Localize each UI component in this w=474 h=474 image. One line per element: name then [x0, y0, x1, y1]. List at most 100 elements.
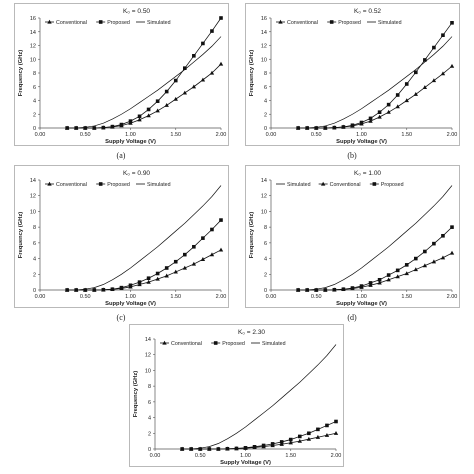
data-point-proposed: [252, 445, 257, 449]
data-point-proposed: [92, 126, 97, 130]
data-point-proposed: [414, 256, 418, 261]
y-tick-label: 12: [30, 44, 36, 50]
legend-label: Conventional: [56, 20, 87, 26]
data-point-proposed: [314, 288, 319, 292]
data-point-conventional: [413, 267, 418, 272]
legend-label: Proposed: [381, 182, 404, 188]
data-point-proposed: [377, 110, 382, 114]
data-point-conventional: [440, 71, 446, 76]
data-point-conventional: [191, 261, 197, 266]
data-point-proposed: [359, 120, 364, 125]
y-tick-label: 10: [145, 368, 151, 374]
y-tick-label: 14: [30, 178, 36, 184]
y-tick-label: 10: [261, 209, 267, 215]
y-tick-label: 6: [33, 85, 36, 91]
data-point-proposed: [234, 446, 239, 451]
data-point-proposed: [219, 218, 223, 222]
y-tick-label: 4: [33, 99, 36, 105]
legend-item-conventional: Conventional: [318, 181, 361, 188]
data-point-conventional: [191, 84, 197, 89]
x-tick-label: 2.00: [447, 294, 458, 300]
data-point-proposed: [146, 276, 151, 281]
data-point-conventional: [377, 114, 382, 119]
y-tick-label: 2: [33, 272, 36, 278]
data-point-proposed: [146, 107, 151, 112]
series-line-proposed: [182, 421, 337, 450]
data-point-conventional: [218, 247, 224, 252]
y-tick-label: 10: [30, 209, 36, 215]
y-tick-label: 6: [264, 85, 267, 91]
legend-label: Simulated: [287, 182, 311, 188]
data-point-proposed: [201, 41, 205, 46]
series-line-simulated: [182, 344, 337, 450]
series-proposed: [296, 225, 454, 292]
data-point-proposed: [279, 440, 284, 444]
data-point-proposed: [180, 447, 184, 451]
data-point-proposed: [307, 431, 311, 436]
y-tick-label: 16: [30, 16, 36, 22]
series-simulated: [298, 185, 453, 291]
data-point-proposed: [441, 33, 445, 37]
series-simulated: [67, 36, 222, 129]
series-line-simulated: [298, 36, 453, 129]
data-point-proposed: [296, 288, 300, 292]
series-proposed: [65, 218, 223, 292]
data-point-conventional: [288, 440, 293, 445]
x-tick-label: 0.50: [80, 294, 91, 300]
y-tick-label: 0: [264, 288, 267, 294]
caption-c: (c): [116, 313, 126, 322]
legend-item-simulated: Simulated: [136, 182, 171, 188]
data-point-proposed: [404, 82, 409, 86]
data-point-conventional: [182, 90, 187, 95]
data-point-conventional: [449, 250, 455, 255]
series-conventional: [295, 63, 455, 130]
data-point-conventional: [200, 77, 206, 82]
data-point-proposed: [83, 126, 88, 130]
data-point-conventional: [422, 85, 428, 90]
series-line-conventional: [298, 65, 453, 129]
data-point-proposed: [83, 288, 88, 292]
data-point-proposed: [441, 233, 445, 238]
data-point-conventional: [431, 259, 437, 264]
x-tick-label: 1.00: [125, 294, 136, 300]
legend: Simulated Conventional Proposed: [276, 181, 404, 188]
data-point-conventional: [315, 434, 321, 439]
y-tick-label: 0: [264, 126, 267, 132]
series-line-proposed: [298, 226, 453, 291]
data-point-conventional: [173, 96, 178, 101]
x-tick-label: 1.00: [125, 132, 136, 138]
data-point-conventional: [449, 63, 455, 68]
y-tick-label: 8: [264, 71, 267, 77]
data-point-proposed: [450, 21, 454, 25]
data-point-proposed: [192, 244, 196, 249]
legend-label: Conventional: [330, 182, 361, 188]
data-point-proposed: [198, 447, 203, 451]
legend-marker: [98, 20, 103, 24]
series-conventional: [295, 250, 455, 292]
x-tick-label: 0.00: [266, 294, 277, 300]
data-point-proposed: [101, 125, 106, 130]
data-point-conventional: [324, 432, 330, 437]
series-line-simulated: [67, 185, 222, 291]
data-point-proposed: [183, 252, 187, 257]
y-axis-label: Frequency (GHz): [18, 50, 24, 96]
data-point-conventional: [404, 98, 409, 103]
data-point-proposed: [314, 126, 319, 130]
series-line-proposed: [67, 219, 222, 291]
y-tick-label: 12: [30, 194, 36, 200]
data-point-proposed: [65, 288, 69, 292]
legend-item-simulated: Simulated: [367, 20, 402, 26]
data-point-proposed: [261, 443, 266, 448]
chart-svg: K₀ = 0.90 0 2 4 6 8 10 12 14 0.00 0.50 1.00 1.50 2.00…: [18, 170, 226, 307]
y-tick-label: 2: [33, 112, 36, 118]
chart-panel-c: K₀ = 0.90 0 2 4 6 8 10 12 14 0.00 0.50 1.00 1.50 2.00…: [14, 165, 229, 308]
series-simulated: [298, 36, 453, 129]
data-point-proposed: [119, 122, 124, 127]
y-axis-label: Frequency (GHz): [249, 212, 255, 258]
data-point-proposed: [332, 125, 337, 130]
data-point-proposed: [207, 447, 212, 451]
series-simulated: [67, 185, 222, 291]
data-point-proposed: [432, 45, 436, 50]
data-point-proposed: [173, 78, 178, 83]
y-tick-label: 14: [30, 30, 36, 36]
